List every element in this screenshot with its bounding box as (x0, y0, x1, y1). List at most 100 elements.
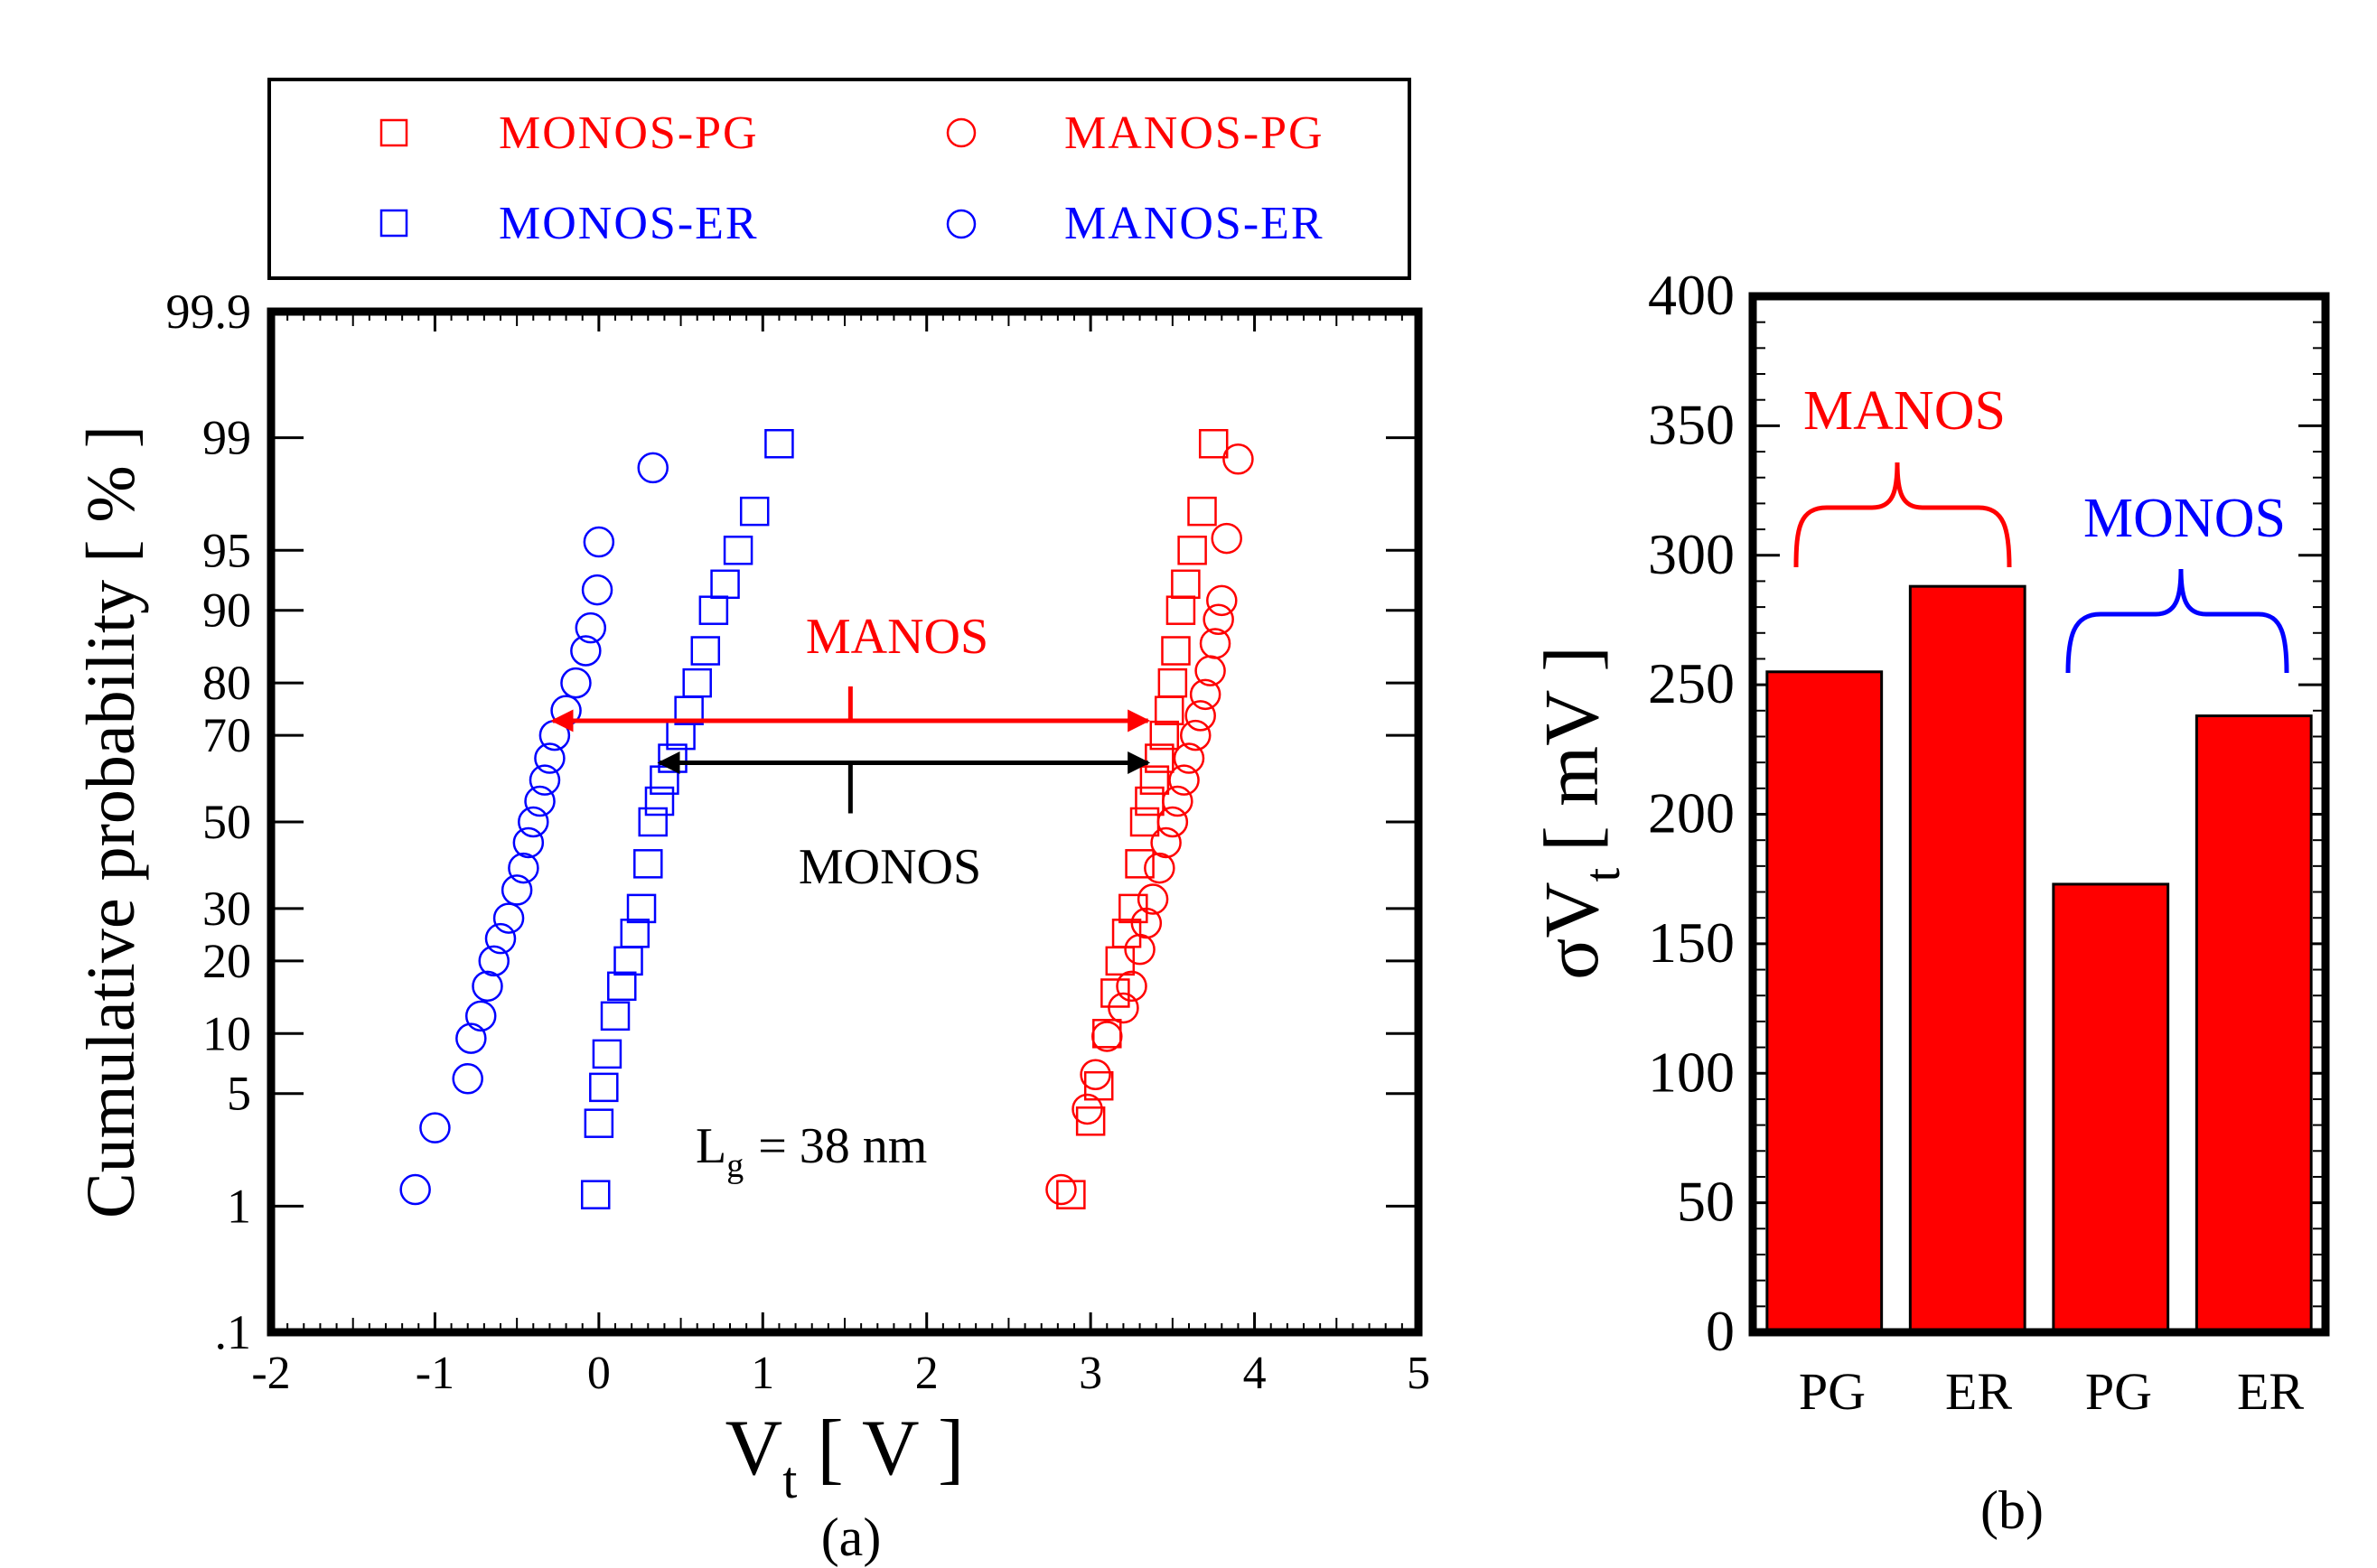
monos-annotation: MONOS (799, 839, 981, 895)
data-point-monos-pg (1177, 536, 1207, 565)
y-axis-title-a: Cumulative probability [ % ] (73, 425, 149, 1218)
data-point-manos-er (560, 667, 592, 699)
y-tick-label: 5 (227, 1067, 251, 1121)
data-point-manos-pg (1211, 522, 1242, 555)
x-tick-label: 1 (751, 1348, 774, 1399)
monos-brace (2065, 568, 2289, 674)
legend-label-manos-er: MANOS-ER (1064, 198, 1324, 249)
data-point-monos-er (626, 893, 657, 924)
b-tick-labels: 0 50 100 150 200 250 300 350 400 (1648, 263, 1735, 1363)
x-axis-title-unit: [ V ] (817, 1405, 964, 1492)
legend-label-monos-pg: MONOS-PG (499, 107, 759, 159)
series-monos-pg (1056, 428, 1229, 1209)
data-point-monos-er (710, 569, 740, 600)
x-tick-label: 4 (1243, 1348, 1267, 1399)
data-point-manos-pg (1184, 700, 1216, 732)
y-axis-title-b-main: σV (1528, 882, 1614, 979)
b-category-labels: PG ER PG ER (1799, 1362, 2304, 1421)
y-axis-title-b: σVt [ mV ] (1528, 646, 1631, 980)
series-manos-pg (1045, 443, 1254, 1206)
category-label: PG (1799, 1362, 1866, 1421)
legend-marker-manos-pg (946, 117, 977, 148)
y-tick-label: 80 (202, 656, 251, 710)
data-point-manos-pg (1091, 1021, 1123, 1052)
data-point-manos-pg (1137, 883, 1169, 915)
data-point-manos-pg (1168, 764, 1200, 796)
data-point-monos-pg (1125, 849, 1155, 879)
data-point-manos-er (570, 635, 602, 667)
data-point-monos-er (682, 667, 712, 698)
data-point-manos-er (478, 945, 510, 977)
data-point-manos-er (512, 826, 545, 859)
bar-1-pg (1765, 670, 1884, 1334)
b-y-tick-label: 0 (1706, 1299, 1735, 1363)
data-point-monos-er (580, 1180, 611, 1209)
data-point-manos-er (637, 452, 669, 484)
data-point-manos-er (529, 764, 561, 796)
legend-box (267, 78, 1411, 280)
data-point-monos-pg (1075, 1106, 1106, 1136)
y-tick-label: 20 (202, 934, 251, 988)
y-tick-label: .1 (215, 1305, 252, 1359)
x-axis-title-main: V (725, 1405, 783, 1492)
data-point-manos-er (508, 852, 539, 884)
data-point-monos-er (584, 1108, 614, 1138)
data-point-manos-pg (1156, 806, 1189, 838)
x-axis-title-a: Vt [ V ] (725, 1405, 965, 1509)
x-tick-label: -2 (251, 1348, 290, 1399)
y-tick-label: 1 (227, 1179, 251, 1233)
data-point-manos-er (534, 742, 566, 774)
gate-length-main: L (696, 1118, 726, 1174)
data-point-manos-er (455, 1022, 487, 1054)
data-point-monos-pg (1161, 636, 1191, 666)
data-point-manos-pg (1206, 584, 1238, 617)
data-point-monos-er (698, 595, 729, 625)
legend-marker-monos-er (379, 209, 408, 238)
data-point-monos-pg (1187, 496, 1217, 527)
y-tick-label: 95 (202, 523, 251, 577)
data-point-manos-pg (1045, 1173, 1077, 1206)
b-y-tick-label: 350 (1648, 392, 1735, 456)
data-point-monos-er (620, 919, 650, 948)
data-point-manos-pg (1222, 443, 1254, 475)
data-point-manos-er (501, 874, 533, 906)
data-point-manos-pg (1173, 742, 1205, 774)
x-tick-label: 0 (587, 1348, 611, 1399)
bar-3-pg (2052, 882, 2170, 1334)
data-point-monos-er (589, 1072, 619, 1103)
data-point-manos-er (452, 1063, 483, 1095)
gate-length-annotation: Lg = 38 nm (696, 1118, 927, 1185)
x-tick-label: 3 (1079, 1348, 1102, 1399)
x-tick-label: 2 (915, 1348, 939, 1399)
data-point-monos-er (690, 636, 721, 666)
data-point-monos-pg (1171, 569, 1201, 600)
data-point-manos-pg (1180, 719, 1212, 751)
data-point-monos-pg (1056, 1180, 1086, 1209)
data-point-manos-pg (1116, 970, 1147, 1003)
data-point-manos-pg (1072, 1093, 1103, 1125)
y-tick-label: 30 (202, 882, 251, 936)
b-y-tick-label: 250 (1648, 651, 1735, 715)
category-label: ER (1945, 1362, 2012, 1421)
data-point-monos-pg (1198, 428, 1229, 459)
data-point-monos-er (633, 849, 663, 879)
data-point-monos-pg (1139, 765, 1170, 795)
legend: MONOS-PG MANOS-PG MONOS-ER MANOS-ER (267, 78, 1411, 280)
y-tick-label: 99.9 (166, 285, 252, 339)
legend-label-monos-er: MONOS-ER (499, 198, 759, 249)
x-tick-label: 5 (1407, 1348, 1430, 1399)
manos-brace (1793, 462, 2012, 568)
y-tick-label: 10 (202, 1006, 251, 1060)
legend-marker-monos-pg (379, 118, 408, 147)
data-point-manos-er (583, 526, 615, 558)
data-point-manos-er (575, 611, 607, 644)
bar-2-er (1908, 584, 2026, 1334)
data-point-monos-er (607, 971, 637, 1002)
a-points (399, 428, 1254, 1209)
data-point-monos-er (592, 1039, 622, 1069)
data-point-manos-pg (1130, 907, 1163, 939)
y-tick-label: 99 (202, 411, 251, 465)
panel-label-a: (a) (821, 1507, 882, 1567)
